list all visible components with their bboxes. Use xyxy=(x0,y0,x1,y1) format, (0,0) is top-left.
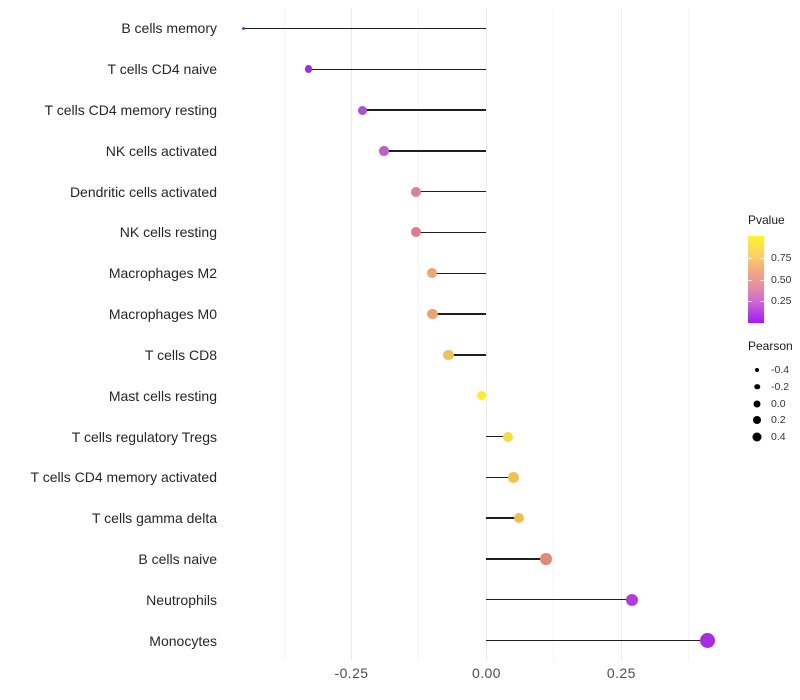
lollipop-dot xyxy=(508,472,519,483)
lollipop-stem xyxy=(362,109,487,111)
lollipop-dot xyxy=(476,391,486,401)
y-axis-label: Macrophages M0 xyxy=(108,306,217,323)
pearson-size-label: 0.0 xyxy=(771,397,786,410)
y-axis-label: B cells memory xyxy=(121,20,217,37)
lollipop-stem xyxy=(308,68,487,70)
lollipop-stem xyxy=(486,435,509,438)
y-axis-label: T cells CD4 memory activated xyxy=(30,469,217,486)
colorbar-tick-mark xyxy=(760,257,764,259)
y-axis-label: T cells CD8 xyxy=(144,346,217,363)
colorbar-tick-mark xyxy=(748,279,752,281)
gridline-minor xyxy=(418,8,420,661)
lollipop-dot xyxy=(411,227,422,238)
lollipop-dot xyxy=(443,349,454,361)
lollipop-stem xyxy=(486,476,514,479)
y-axis-label: Mast cells resting xyxy=(108,387,217,404)
colorbar-tick-label: 0.75 xyxy=(771,251,792,264)
lollipop-dot xyxy=(379,146,389,156)
lollipop-dot xyxy=(427,308,438,320)
lollipop-stem xyxy=(416,231,487,234)
lollipop-stem xyxy=(448,354,487,356)
pearson-size-label: -0.2 xyxy=(771,380,790,393)
y-axis-label: NK cells activated xyxy=(105,142,217,159)
gridline-minor xyxy=(688,8,690,661)
lollipop-dot xyxy=(625,593,639,607)
lollipop-dot xyxy=(304,65,313,73)
y-axis-label: T cells CD4 memory resting xyxy=(44,102,217,119)
gridline-minor xyxy=(553,8,555,661)
gridline-major xyxy=(351,8,353,661)
gridline-major xyxy=(485,8,487,661)
x-axis-tick-label: 0.25 xyxy=(606,665,636,681)
lollipop-stem xyxy=(486,558,546,560)
colorbar-tick-mark xyxy=(748,257,752,259)
pearson-size-dot xyxy=(754,384,760,390)
pearson-size-dot xyxy=(753,400,761,408)
lollipop-stem xyxy=(486,639,708,642)
pvalue-legend-title: Pvalue xyxy=(748,213,785,227)
lollipop-stem xyxy=(432,313,487,315)
lollipop-dot xyxy=(241,26,246,31)
lollipop-stem xyxy=(416,190,487,193)
lollipop-stem xyxy=(486,517,519,519)
lollipop-dot xyxy=(513,513,524,524)
y-axis-label: Dendritic cells activated xyxy=(69,183,217,200)
lollipop-dot xyxy=(427,268,438,279)
colorbar-tick-mark xyxy=(760,301,764,303)
colorbar-tick-label: 0.50 xyxy=(771,273,792,286)
y-axis-label: NK cells resting xyxy=(119,224,217,241)
gridline-minor xyxy=(283,8,285,661)
lollipop-stem xyxy=(383,150,487,152)
y-axis-label: Macrophages M2 xyxy=(108,265,217,282)
pearson-size-dot xyxy=(752,432,762,442)
x-axis-tick-label: -0.25 xyxy=(334,665,369,681)
lollipop-dot xyxy=(503,431,514,442)
pearson-size-label: 0.2 xyxy=(771,414,786,427)
y-axis-label: T cells regulatory Tregs xyxy=(71,428,217,445)
y-axis-label: Monocytes xyxy=(149,632,217,649)
y-axis-label: T cells gamma delta xyxy=(91,510,217,527)
y-axis-label: Neutrophils xyxy=(146,591,217,608)
lollipop-stem xyxy=(486,599,633,601)
y-axis-label: T cells CD4 naive xyxy=(107,61,217,78)
colorbar-tick-label: 0.25 xyxy=(771,295,792,308)
y-axis-label: B cells naive xyxy=(138,550,217,567)
lollipop-dot xyxy=(357,105,367,115)
gridline-major xyxy=(620,8,622,661)
lollipop-dot xyxy=(540,553,552,565)
pearson-size-dot xyxy=(753,416,761,425)
lollipop-dot xyxy=(411,186,422,197)
colorbar-tick-mark xyxy=(748,301,752,303)
pearson-size-dot xyxy=(755,368,759,372)
pearson-legend-title: Pearson xyxy=(748,339,793,353)
colorbar-tick-mark xyxy=(760,279,764,281)
x-axis-tick-label: 0.00 xyxy=(472,665,501,681)
lollipop-stem xyxy=(432,272,487,274)
lollipop-stem xyxy=(243,27,487,30)
pearson-size-label: 0.4 xyxy=(771,431,786,444)
pearson-size-label: -0.4 xyxy=(771,364,790,376)
lollipop-dot xyxy=(700,633,716,649)
